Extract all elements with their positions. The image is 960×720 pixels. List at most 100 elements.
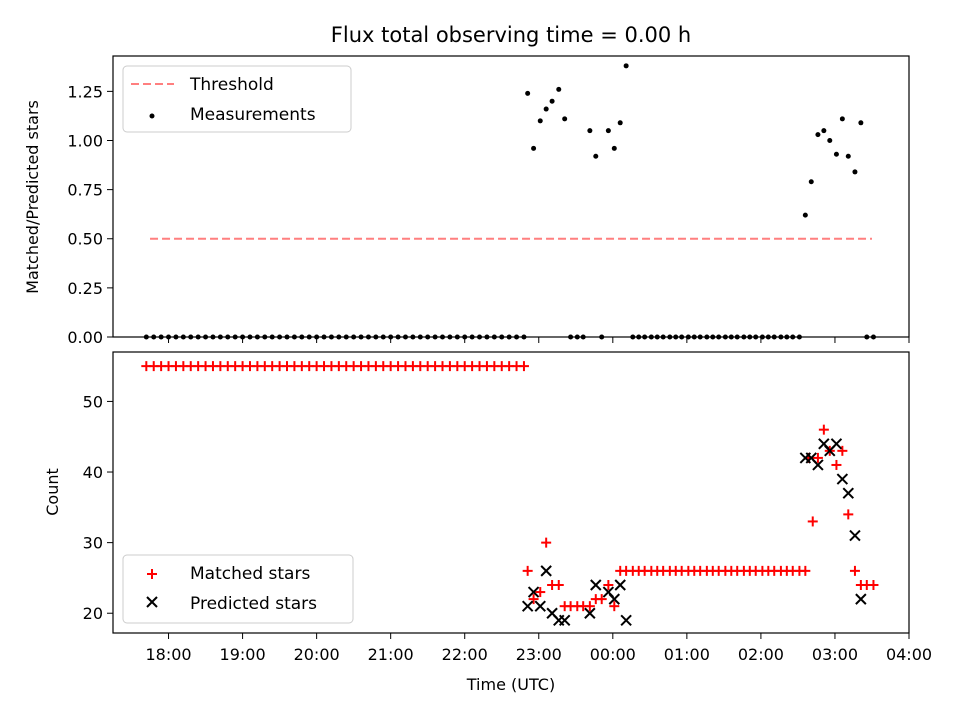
predicted-star-point (836, 473, 849, 485)
top-legend-box (122, 65, 352, 133)
top-x-ticks (168, 337, 910, 343)
legend-matched-label: Matched stars (190, 564, 310, 584)
bottom-y-ticks: 20 30 40 50 (83, 392, 113, 623)
measurement-point (815, 132, 821, 138)
bottom-y-tick-label: 50 (83, 392, 103, 411)
x-tick-label: 03:00 (812, 645, 858, 664)
x-tick-label: 01:00 (664, 645, 710, 664)
predicted-star-point (830, 438, 843, 450)
x-tick-label: 18:00 (145, 645, 191, 664)
chart-title: Flux total observing time = 0.00 h (331, 23, 691, 47)
top-legend: Threshold Measurements (122, 65, 352, 133)
matched-star-point (522, 565, 533, 576)
matched-star-point (518, 361, 529, 372)
x-tick-label: 02:00 (738, 645, 784, 664)
predicted-star-point (521, 600, 534, 612)
bottom-y-tick-label: 30 (83, 534, 103, 553)
measurement-point (525, 90, 531, 96)
measurement-point (537, 118, 543, 124)
matched-star-point (603, 579, 614, 590)
measurement-point (845, 153, 851, 159)
matched-star-point (535, 587, 546, 598)
measurement-point (623, 63, 629, 69)
measurement-point (802, 212, 808, 218)
x-tick-label: 20:00 (294, 645, 340, 664)
bottom-y-tick-label: 20 (83, 604, 103, 623)
bottom-legend-box (122, 554, 354, 624)
measurement-point (611, 145, 617, 151)
measurement-point (852, 169, 858, 175)
legend-predicted-label: Predicted stars (190, 594, 317, 614)
legend-threshold-label: Threshold (189, 75, 274, 95)
top-plot-frame (112, 55, 910, 338)
x-axis-label: Time (UTC) (466, 675, 555, 694)
matched-star-point (584, 601, 595, 612)
bottom-y-tick-label: 40 (83, 463, 103, 482)
matched-star-point (812, 452, 823, 463)
matched-star-point (807, 516, 818, 527)
measurement-point (549, 98, 555, 104)
measurement-point (821, 128, 827, 134)
ratio-panel: Flux total observing time = 0.00 h Match… (23, 23, 910, 347)
measurement-point (562, 116, 568, 122)
count-panel: Count Time (UTC) 20 30 40 50 18:00 19:00 20:0… (43, 351, 932, 694)
matched-star-point (528, 594, 539, 605)
bottom-legend: Matched stars Predicted stars (122, 554, 354, 624)
matched-star-point (541, 537, 552, 548)
top-y-tick-label: 1.00 (67, 131, 103, 150)
matched-star-point (818, 424, 829, 435)
measurement-point (543, 106, 549, 112)
top-y-tick-label: 0.75 (67, 181, 103, 200)
legend-measurements-swatch (149, 113, 155, 119)
predicted-star-point (855, 593, 867, 605)
matched-star-point (831, 459, 842, 470)
x-tick-label: 22:00 (442, 645, 488, 664)
measurement-point (556, 86, 562, 92)
legend-measurements-label: Measurements (190, 105, 316, 125)
matched-star-point (553, 579, 564, 590)
measurement-point (833, 151, 839, 157)
matched-star-point (800, 565, 811, 576)
predicted-star-point (558, 614, 571, 626)
predicted-star-point (812, 459, 824, 471)
predicted-star-point (614, 579, 626, 591)
legend-predicted-swatch (146, 596, 158, 608)
matched-star-point (868, 579, 879, 590)
predicted-star-point (608, 593, 621, 605)
x-tick-label: 19:00 (220, 645, 266, 664)
legend-matched-swatch (147, 569, 157, 579)
measurement-point (593, 153, 599, 159)
matched-star-point (609, 601, 620, 612)
predicted-star-point (534, 600, 546, 612)
matched-star-point (843, 509, 854, 520)
measurement-point (808, 179, 814, 185)
top-y-tick-label: 1.25 (67, 82, 103, 101)
top-y-tick-label: 0.00 (67, 328, 103, 347)
matched-star-point (837, 445, 848, 456)
bottom-x-ticks: 18:00 19:00 20:00 21:00 22:00 23:00 00:00 01:00… (145, 633, 932, 664)
predicted-star-point (620, 614, 632, 626)
matched-star-point (596, 594, 607, 605)
bottom-plot-marks (141, 361, 879, 626)
measurement-point (605, 128, 611, 134)
top-y-tick-label: 0.50 (67, 230, 103, 249)
measurement-point (531, 145, 537, 151)
predicted-star-point (590, 579, 602, 591)
predicted-star-point (849, 529, 861, 542)
predicted-star-point (527, 586, 540, 598)
matched-star-point (849, 565, 860, 576)
measurement-point (858, 120, 864, 126)
x-tick-label: 21:00 (368, 645, 414, 664)
predicted-star-point (584, 607, 596, 619)
x-tick-label: 23:00 (516, 645, 562, 664)
bottom-plot-frame (112, 351, 910, 634)
measurement-point (587, 128, 593, 134)
bottom-y-axis-label: Count (43, 468, 62, 516)
x-tick-label: 04:00 (886, 645, 932, 664)
x-tick-label: 00:00 (590, 645, 636, 664)
top-y-ticks: 0.00 0.25 0.50 0.75 1.00 1.25 (67, 82, 113, 347)
predicted-star-point (842, 487, 854, 499)
measurement-point (617, 120, 623, 126)
predicted-star-point (540, 565, 552, 577)
